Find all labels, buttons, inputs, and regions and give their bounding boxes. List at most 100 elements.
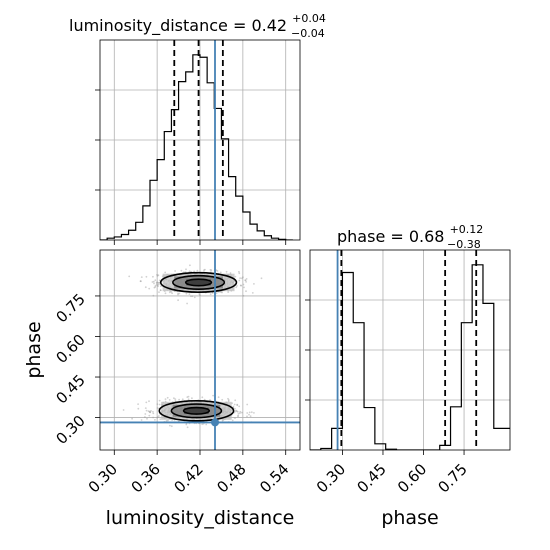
scatter-point bbox=[154, 419, 156, 421]
scatter-point bbox=[178, 292, 181, 295]
scatter-xticks: 0.30 0.36 0.42 0.48 0.54 bbox=[85, 450, 293, 496]
scatter-point bbox=[152, 280, 155, 283]
hist2-xtick-label: 0.30 bbox=[313, 460, 349, 496]
scatter-point bbox=[234, 410, 237, 412]
scatter-point bbox=[237, 414, 240, 417]
scatter-point bbox=[156, 284, 159, 287]
scatter-point bbox=[246, 403, 249, 406]
scatter-point bbox=[154, 279, 157, 282]
scatter-point bbox=[156, 275, 159, 277]
scatter-point bbox=[140, 276, 143, 278]
scatter-point bbox=[236, 285, 238, 287]
scatter-point bbox=[154, 286, 157, 288]
scatter-point bbox=[139, 280, 142, 283]
scatter-point bbox=[160, 285, 162, 288]
scatter-contours bbox=[158, 271, 238, 422]
scatter-point bbox=[148, 400, 150, 403]
scatter-point bbox=[168, 291, 171, 294]
scatter-point bbox=[156, 283, 158, 286]
scatter-point bbox=[185, 268, 187, 271]
scatter-point bbox=[174, 398, 177, 400]
scatter-point bbox=[170, 291, 173, 293]
hist1-title-main: luminosity_distance = 0.42 bbox=[69, 16, 287, 36]
scatter-point bbox=[149, 411, 152, 414]
scatter-point bbox=[156, 407, 159, 409]
scatter-point bbox=[237, 413, 240, 415]
scatter-point bbox=[235, 409, 238, 412]
scatter-contour bbox=[158, 400, 235, 422]
scatter-point bbox=[131, 417, 134, 420]
scatter-point bbox=[164, 292, 167, 295]
scatter-point bbox=[216, 270, 219, 272]
scatter-truth-marker bbox=[211, 418, 219, 427]
hist2-quantiles bbox=[340, 250, 478, 450]
scatter-point bbox=[203, 398, 206, 401]
scatter-point bbox=[174, 270, 177, 272]
scatter-point bbox=[242, 283, 245, 286]
scatter-point bbox=[168, 399, 171, 401]
panel-luminosity-distance-hist: luminosity_distance = 0.42 +0.04 −0.04 bbox=[69, 12, 326, 245]
scatter-ytick-label: 0.45 bbox=[52, 371, 88, 407]
scatter-point bbox=[193, 270, 196, 273]
scatter-point bbox=[144, 286, 147, 289]
scatter-point bbox=[157, 285, 159, 288]
scatter-point bbox=[188, 270, 191, 273]
scatter-point bbox=[164, 398, 167, 400]
scatter-point bbox=[158, 415, 160, 417]
scatter-point bbox=[245, 290, 247, 293]
scatter-point bbox=[221, 419, 224, 422]
scatter-point bbox=[177, 299, 180, 302]
scatter-point bbox=[237, 415, 239, 418]
scatter-point bbox=[217, 396, 220, 399]
scatter-xtick-label: 0.48 bbox=[213, 460, 249, 496]
scatter-point bbox=[154, 284, 157, 287]
scatter-point bbox=[157, 274, 160, 277]
scatter-point bbox=[156, 281, 159, 284]
hist1-title-lower: −0.04 bbox=[291, 27, 325, 40]
hist2-title-main: phase = 0.68 bbox=[337, 227, 444, 246]
scatter-point bbox=[153, 282, 155, 285]
hist1-step-line bbox=[100, 54, 293, 240]
scatter-point bbox=[199, 294, 201, 296]
scatter-point bbox=[240, 284, 243, 287]
scatter-point bbox=[236, 410, 238, 413]
scatter-point bbox=[211, 292, 214, 294]
scatter-point bbox=[156, 416, 159, 419]
scatter-point bbox=[239, 277, 242, 279]
scatter-point bbox=[244, 279, 247, 282]
scatter-point bbox=[235, 286, 238, 289]
scatter-point bbox=[185, 292, 188, 295]
scatter-point bbox=[137, 407, 140, 410]
scatter-point bbox=[191, 397, 193, 400]
scatter-point bbox=[248, 411, 251, 414]
scatter-point bbox=[239, 412, 241, 414]
scatter-point bbox=[236, 403, 239, 406]
scatter-point bbox=[234, 399, 237, 402]
scatter-point bbox=[170, 425, 173, 428]
scatter-point bbox=[186, 396, 189, 398]
scatter-ylabel: phase bbox=[23, 321, 45, 378]
scatter-point bbox=[210, 269, 213, 272]
scatter-point bbox=[234, 275, 237, 278]
scatter-density-block bbox=[184, 407, 209, 414]
scatter-point bbox=[152, 412, 155, 415]
hist2-step-line bbox=[310, 264, 510, 450]
hist1-title-upper: +0.04 bbox=[292, 12, 326, 25]
scatter-point bbox=[250, 411, 253, 414]
scatter-point bbox=[167, 419, 169, 422]
scatter-point bbox=[260, 277, 263, 280]
hist2-title: phase = 0.68 +0.12 −0.38 bbox=[337, 218, 488, 251]
scatter-point bbox=[177, 292, 180, 295]
hist2-title-lower: −0.38 bbox=[447, 238, 481, 251]
scatter-point bbox=[219, 271, 222, 274]
scatter-point bbox=[164, 271, 167, 274]
scatter-point bbox=[238, 270, 240, 273]
scatter-point bbox=[174, 400, 177, 402]
scatter-point bbox=[177, 293, 179, 296]
scatter-point bbox=[188, 293, 191, 295]
scatter-point bbox=[232, 405, 235, 408]
scatter-point bbox=[145, 275, 148, 278]
scatter-point bbox=[153, 286, 156, 289]
scatter-point bbox=[245, 281, 248, 283]
